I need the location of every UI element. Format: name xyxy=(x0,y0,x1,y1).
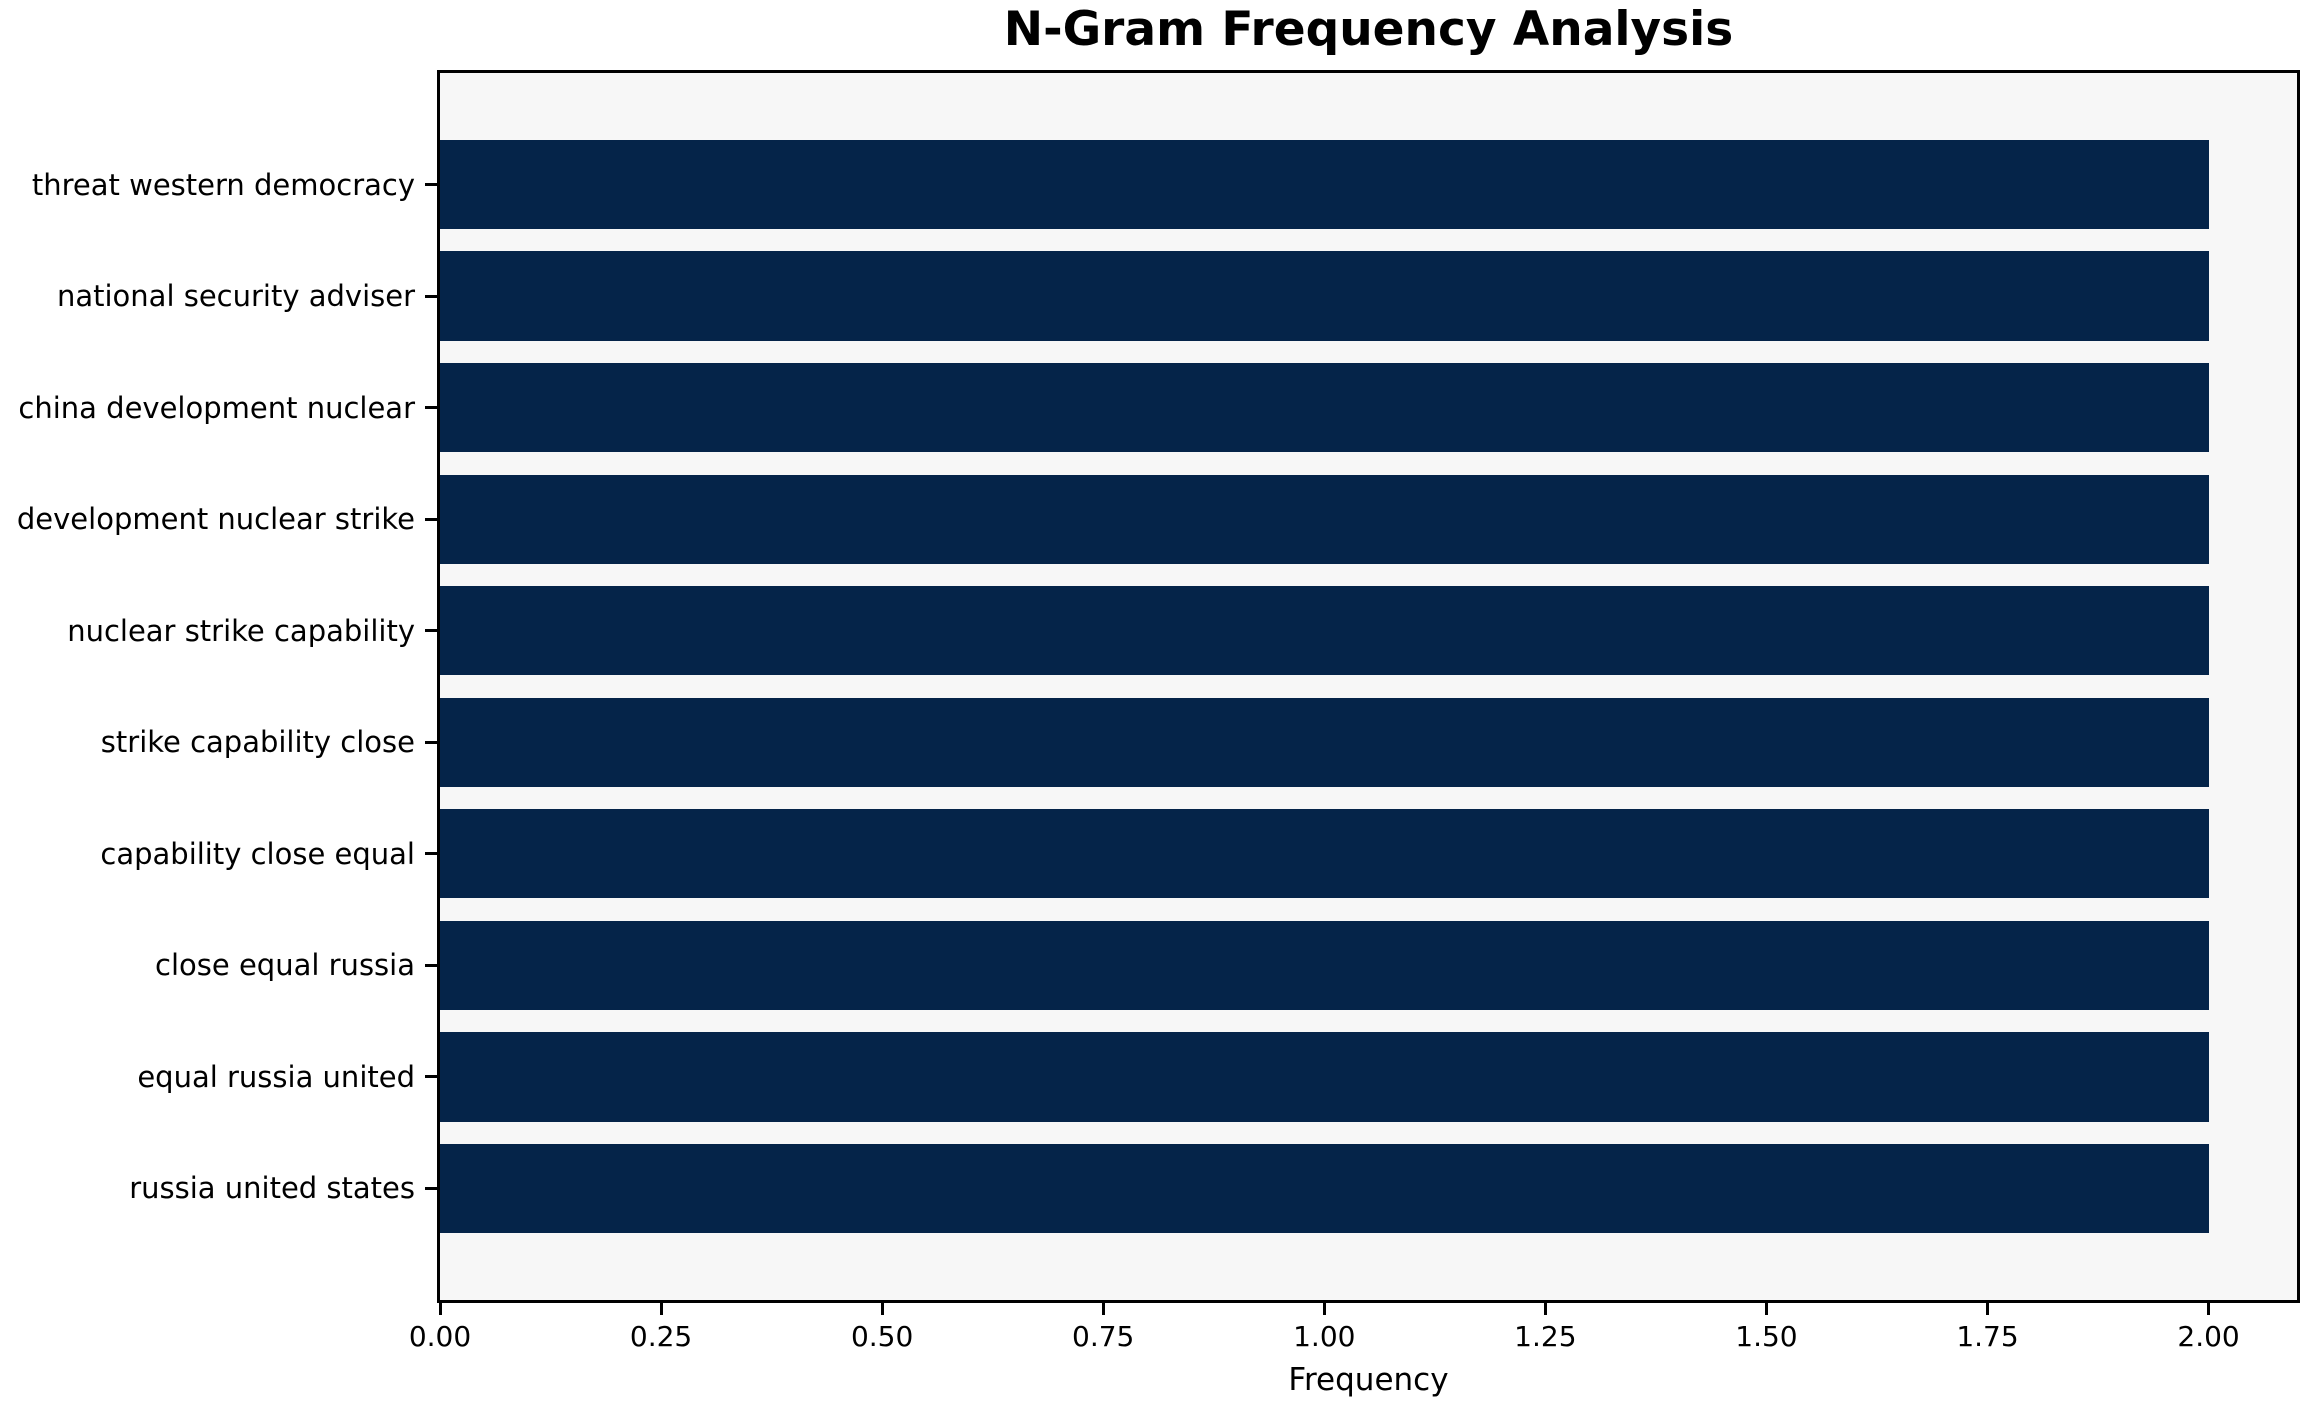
y-axis-label: capability close equal xyxy=(100,836,415,871)
y-axis-label: threat western democracy xyxy=(31,167,415,202)
x-tick-label: 1.25 xyxy=(1514,1320,1577,1353)
x-tick-mark xyxy=(1764,1303,1768,1315)
y-tick-mark xyxy=(425,183,437,187)
x-tick-label: 1.00 xyxy=(1293,1320,1356,1353)
y-tick-mark xyxy=(425,1075,437,1079)
bar xyxy=(440,474,2209,564)
x-tick-mark xyxy=(659,1303,663,1315)
y-axis-label: china development nuclear xyxy=(18,390,415,425)
bar xyxy=(440,1032,2209,1122)
x-tick-label: 1.75 xyxy=(1956,1320,2019,1353)
bar xyxy=(440,251,2209,341)
y-axis-label: national security adviser xyxy=(56,279,415,314)
bar xyxy=(440,139,2209,230)
y-axis-label: russia united states xyxy=(129,1171,415,1206)
bar xyxy=(440,920,2209,1010)
y-axis-label: strike capability close xyxy=(100,725,415,760)
x-tick-mark xyxy=(1543,1303,1547,1315)
y-tick-mark xyxy=(425,629,437,633)
chart-title: N-Gram Frequency Analysis xyxy=(1003,2,1734,57)
y-axis-label: nuclear strike capability xyxy=(67,613,415,648)
y-tick-mark xyxy=(425,1186,437,1190)
bar xyxy=(440,697,2209,787)
x-tick-mark xyxy=(1322,1303,1326,1315)
x-tick-label: 1.50 xyxy=(1735,1320,1798,1353)
x-tick-mark xyxy=(1986,1303,1989,1315)
y-tick-mark xyxy=(425,406,437,410)
plot-area xyxy=(437,70,2300,1303)
y-axis-label: development nuclear strike xyxy=(16,502,415,537)
x-tick-mark xyxy=(1101,1303,1105,1315)
bar xyxy=(440,1143,2209,1234)
y-tick-mark xyxy=(425,294,437,298)
bar xyxy=(440,809,2209,899)
x-tick-mark xyxy=(438,1303,442,1315)
bar xyxy=(440,363,2209,453)
x-tick-label: 2.00 xyxy=(2177,1320,2240,1353)
x-tick-label: 0.75 xyxy=(1072,1320,1135,1353)
x-tick-mark xyxy=(2207,1303,2211,1315)
x-tick-label: 0.50 xyxy=(850,1320,914,1353)
y-axis-label: equal russia united xyxy=(137,1059,415,1094)
bar xyxy=(440,586,2209,676)
x-tick-label: 0.00 xyxy=(408,1320,472,1353)
y-tick-mark xyxy=(425,740,437,744)
y-tick-mark xyxy=(425,852,437,856)
x-tick-label: 0.25 xyxy=(629,1320,693,1353)
x-axis-title: Frequency xyxy=(1288,1362,1449,1398)
y-tick-mark xyxy=(425,963,437,967)
y-tick-mark xyxy=(425,517,437,521)
y-axis-label: close equal russia xyxy=(155,948,415,983)
x-tick-mark xyxy=(880,1303,884,1315)
